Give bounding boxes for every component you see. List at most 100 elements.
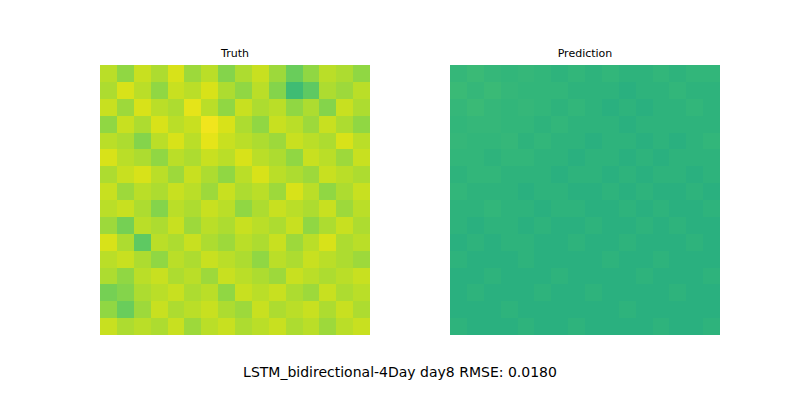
heatmap-cell — [619, 251, 636, 268]
heatmap-cell — [534, 166, 551, 183]
heatmap-cell — [117, 99, 134, 116]
heatmap-cell — [286, 166, 303, 183]
heatmap-cell — [117, 251, 134, 268]
heatmap-cell — [303, 116, 320, 133]
heatmap-cell — [286, 183, 303, 200]
heatmap-cell — [703, 200, 720, 217]
heatmap-cell — [184, 217, 201, 234]
heatmap-cell — [134, 133, 151, 150]
heatmap-cell — [636, 251, 653, 268]
heatmap-cell — [551, 183, 568, 200]
heatmap-cell — [168, 65, 185, 82]
heatmap-cell — [450, 318, 467, 335]
heatmap-cell — [619, 318, 636, 335]
heatmap-cell — [484, 133, 501, 150]
heatmap-cell — [286, 99, 303, 116]
heatmap-cell — [501, 284, 518, 301]
heatmap-cell — [602, 284, 619, 301]
heatmap-cell — [518, 183, 535, 200]
heatmap-cell — [602, 200, 619, 217]
heatmap-cell — [653, 116, 670, 133]
heatmap-cell — [151, 284, 168, 301]
heatmap-cell — [467, 149, 484, 166]
heatmap-cell — [353, 251, 370, 268]
heatmap-cell — [585, 217, 602, 234]
heatmap-cell — [703, 133, 720, 150]
heatmap-cell — [201, 183, 218, 200]
heatmap-cell — [252, 116, 269, 133]
heatmap-cell — [585, 301, 602, 318]
heatmap-cell — [218, 65, 235, 82]
heatmap-cell — [585, 200, 602, 217]
heatmap-cell — [134, 183, 151, 200]
heatmap-cell — [669, 65, 686, 82]
heatmap-cell — [218, 251, 235, 268]
heatmap-cell — [336, 149, 353, 166]
heatmap-cell — [319, 301, 336, 318]
heatmap-cell — [336, 116, 353, 133]
heatmap-cell — [100, 99, 117, 116]
heatmap-cell — [686, 166, 703, 183]
heatmap-cell — [269, 284, 286, 301]
heatmap-cell — [252, 268, 269, 285]
heatmap-cell — [484, 318, 501, 335]
heatmap-cell — [235, 234, 252, 251]
heatmap-cell — [669, 99, 686, 116]
heatmap-cell — [568, 133, 585, 150]
heatmap-cell — [686, 284, 703, 301]
heatmap-cell — [568, 82, 585, 99]
heatmap-cell — [585, 183, 602, 200]
heatmap-cell — [134, 82, 151, 99]
heatmap-cell — [303, 82, 320, 99]
heatmap-cell — [653, 268, 670, 285]
heatmap-cell — [303, 318, 320, 335]
heatmap-cell — [269, 318, 286, 335]
heatmap-cell — [168, 234, 185, 251]
heatmap-cell — [235, 149, 252, 166]
heatmap-cell — [551, 116, 568, 133]
heatmap-cell — [269, 217, 286, 234]
heatmap-cell — [467, 116, 484, 133]
heatmap-cell — [269, 200, 286, 217]
heatmap-cell — [450, 133, 467, 150]
heatmap-cell — [551, 133, 568, 150]
heatmap-cell — [353, 284, 370, 301]
heatmap-cell — [269, 268, 286, 285]
heatmap-cell — [636, 149, 653, 166]
heatmap-cell — [201, 133, 218, 150]
heatmap-cell — [336, 268, 353, 285]
heatmap-cell — [117, 318, 134, 335]
heatmap-cell — [353, 133, 370, 150]
heatmap-cell — [686, 301, 703, 318]
heatmap-cell — [117, 217, 134, 234]
heatmap-cell — [534, 234, 551, 251]
heatmap-cell — [602, 82, 619, 99]
panel-title: Prediction — [558, 47, 613, 60]
heatmap-cell — [269, 183, 286, 200]
heatmap-cell — [669, 82, 686, 99]
heatmap-cell — [218, 234, 235, 251]
heatmap-cell — [518, 234, 535, 251]
heatmap-cell — [319, 268, 336, 285]
heatmap-cell — [201, 149, 218, 166]
heatmap-cell — [534, 149, 551, 166]
heatmap-cell — [286, 234, 303, 251]
heatmap-cell — [484, 65, 501, 82]
heatmap-cell — [484, 82, 501, 99]
heatmap-cell — [168, 149, 185, 166]
heatmap-cell — [184, 234, 201, 251]
heatmap-cell — [686, 149, 703, 166]
heatmap-cell — [534, 318, 551, 335]
heatmap-cell — [151, 183, 168, 200]
heatmap-cell — [100, 284, 117, 301]
heatmap-cell — [501, 217, 518, 234]
heatmap-cell — [269, 301, 286, 318]
heatmap-cell — [201, 284, 218, 301]
heatmap-cell — [636, 183, 653, 200]
heatmap-cell — [518, 149, 535, 166]
heatmap-cell — [353, 149, 370, 166]
heatmap-cell — [319, 65, 336, 82]
heatmap-cell — [501, 65, 518, 82]
heatmap-cell — [467, 82, 484, 99]
heatmap-cell — [151, 149, 168, 166]
